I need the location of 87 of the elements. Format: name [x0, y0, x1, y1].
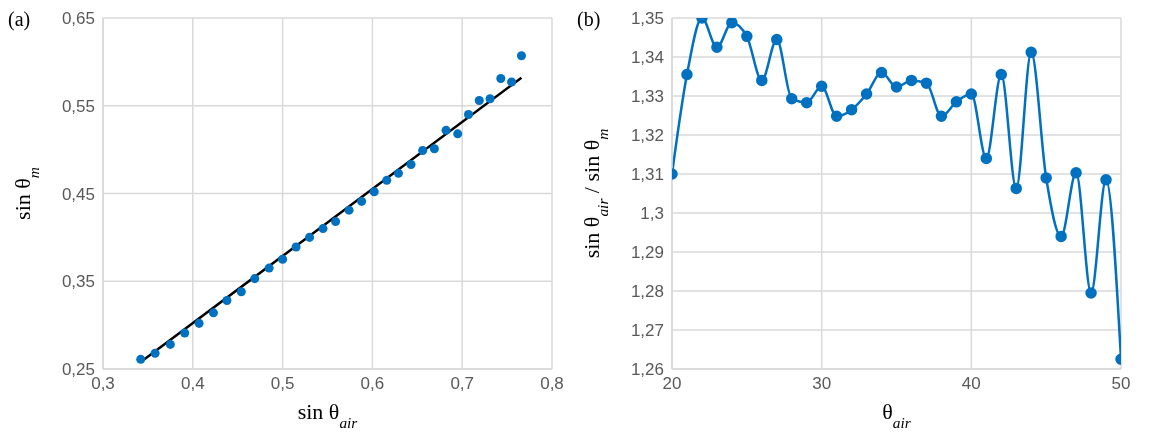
- y-tick-label: 0,35: [61, 272, 95, 292]
- point: [516, 51, 526, 61]
- point: [331, 217, 341, 227]
- point: [463, 110, 473, 120]
- chart-title: (b): [577, 8, 601, 31]
- point: [785, 92, 798, 105]
- point: [406, 160, 416, 170]
- x-tick-label: 40: [961, 374, 981, 394]
- point: [1085, 287, 1097, 299]
- point: [905, 74, 918, 87]
- y-tick-label: 1,32: [630, 126, 664, 146]
- point: [756, 74, 768, 87]
- point: [474, 95, 484, 105]
- x-axis-title: sin θ$_{air}$: [297, 399, 359, 431]
- point: [741, 30, 753, 43]
- point: [165, 339, 175, 349]
- y-tick-label: 1,34: [630, 48, 664, 68]
- point: [830, 110, 843, 123]
- point: [264, 263, 274, 273]
- point: [418, 146, 428, 156]
- point: [1055, 230, 1067, 243]
- y-tick-label: 1,29: [630, 243, 664, 263]
- y-tick-label: 1,31: [630, 165, 664, 185]
- point: [815, 80, 828, 92]
- point: [875, 66, 888, 79]
- point: [800, 96, 813, 109]
- point: [453, 129, 463, 139]
- point: [1025, 46, 1037, 59]
- point: [950, 96, 963, 108]
- point: [726, 18, 738, 29]
- point: [150, 348, 160, 358]
- point: [771, 33, 783, 46]
- point: [222, 296, 232, 306]
- point: [429, 144, 439, 154]
- point: [393, 168, 403, 178]
- point: [965, 88, 978, 100]
- point: [1100, 174, 1112, 186]
- point: [507, 77, 517, 87]
- point: [1040, 172, 1052, 184]
- y-tick-label: 0,65: [61, 9, 95, 29]
- y-tick-label: 1,35: [630, 9, 664, 29]
- x-tick-label: 0,8: [540, 374, 564, 394]
- point: [136, 354, 146, 364]
- point: [180, 328, 190, 338]
- x-tick-label: 0,4: [180, 374, 205, 394]
- y-tick-label: 0,45: [61, 184, 95, 204]
- point: [980, 152, 993, 165]
- x-axis-title: θ$_{air}$: [882, 399, 912, 431]
- point: [318, 224, 328, 234]
- point: [305, 232, 315, 242]
- point: [357, 196, 367, 206]
- x-tick-label: 50: [1111, 374, 1131, 394]
- y-tick-label: 1,27: [630, 321, 664, 341]
- point: [382, 175, 392, 185]
- x-tick-label: 20: [662, 374, 682, 394]
- point: [681, 68, 693, 81]
- point: [1070, 167, 1082, 179]
- x-tick-label: 30: [812, 374, 832, 394]
- point: [845, 103, 858, 116]
- point: [441, 125, 451, 135]
- point: [208, 308, 218, 318]
- point: [369, 187, 379, 197]
- y-tick-label: 0,55: [61, 96, 95, 116]
- y-tick-label: 1,28: [630, 282, 664, 302]
- x-tick-label: 0,3: [91, 374, 115, 394]
- point: [344, 205, 354, 215]
- y-tick-label: 1,26: [630, 360, 664, 380]
- y-tick-label: 1,33: [630, 87, 664, 107]
- x-tick-label: 0,7: [450, 374, 475, 394]
- point: [496, 74, 506, 84]
- point: [236, 287, 246, 297]
- point: [995, 68, 1008, 81]
- point: [890, 81, 903, 93]
- y-tick-label: 1,3: [640, 204, 664, 224]
- point: [291, 242, 301, 252]
- point: [935, 110, 948, 123]
- point: [860, 88, 873, 100]
- point: [278, 254, 288, 264]
- point: [485, 94, 495, 104]
- point: [194, 318, 204, 328]
- x-tick-label: 0,6: [360, 374, 385, 394]
- point: [711, 41, 723, 53]
- x-tick-label: 0,5: [270, 374, 295, 394]
- point: [250, 274, 260, 284]
- point: [1010, 182, 1022, 195]
- chart-title: (a): [8, 8, 31, 31]
- point: [920, 77, 933, 89]
